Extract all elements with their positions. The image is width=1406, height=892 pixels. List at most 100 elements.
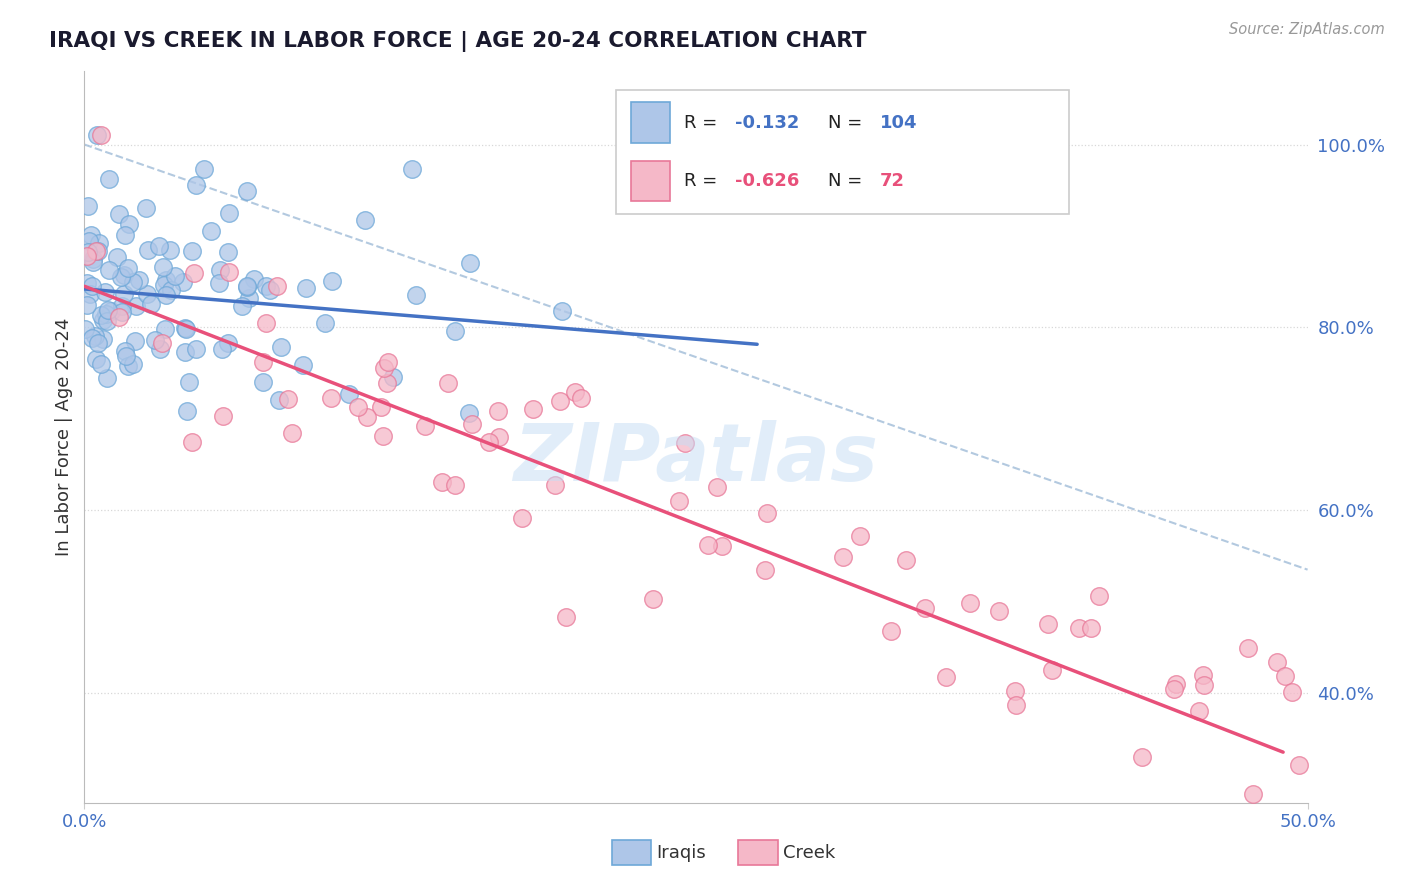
Point xyxy=(1188,704,1211,718)
Point xyxy=(80,228,103,243)
Point xyxy=(259,284,281,298)
Point xyxy=(231,300,253,314)
Text: ZIPatlas: ZIPatlas xyxy=(513,420,879,498)
Point xyxy=(173,321,195,335)
Point xyxy=(180,435,202,450)
Point xyxy=(111,305,134,319)
Point xyxy=(76,249,98,263)
Point xyxy=(208,276,231,290)
Point xyxy=(117,359,139,373)
Point xyxy=(486,404,509,418)
Point xyxy=(87,336,110,351)
Point xyxy=(544,477,567,491)
Point xyxy=(91,313,114,327)
Point xyxy=(1281,685,1303,699)
Point xyxy=(430,475,453,489)
Point xyxy=(112,287,135,301)
Point xyxy=(117,260,139,275)
Point xyxy=(706,480,728,494)
Point xyxy=(270,340,292,354)
Text: N =: N = xyxy=(828,113,868,131)
Point xyxy=(165,269,187,284)
Point xyxy=(115,349,138,363)
Point xyxy=(1265,655,1288,669)
Point xyxy=(935,670,957,684)
Point xyxy=(569,391,592,405)
Point xyxy=(82,252,104,266)
Point xyxy=(83,329,105,343)
Point xyxy=(87,244,110,258)
Point xyxy=(212,409,235,424)
Point xyxy=(710,539,733,553)
Text: N =: N = xyxy=(828,172,868,190)
Point xyxy=(73,322,96,336)
Point xyxy=(880,624,903,638)
Point xyxy=(405,288,427,302)
Point xyxy=(155,273,177,287)
Point xyxy=(122,275,145,289)
Point xyxy=(79,234,101,248)
Point xyxy=(218,206,240,220)
Point xyxy=(382,370,405,384)
Point xyxy=(143,333,166,347)
Point xyxy=(437,376,460,390)
Text: Source: ZipAtlas.com: Source: ZipAtlas.com xyxy=(1229,22,1385,37)
Point xyxy=(267,393,290,408)
Point xyxy=(114,228,136,243)
Point xyxy=(117,217,139,231)
Point xyxy=(124,334,146,348)
Point xyxy=(1088,589,1111,603)
Point xyxy=(673,436,696,450)
Point xyxy=(371,429,394,443)
Point xyxy=(79,286,101,301)
Point xyxy=(252,355,274,369)
Point xyxy=(266,279,288,293)
Text: R =: R = xyxy=(683,172,723,190)
Point xyxy=(959,596,981,610)
Point xyxy=(153,278,176,293)
Point xyxy=(754,563,776,577)
Point xyxy=(193,161,215,176)
Point xyxy=(152,260,174,274)
Point xyxy=(373,360,395,375)
Point xyxy=(114,344,136,359)
Point xyxy=(461,417,484,431)
Point xyxy=(555,610,578,624)
Point xyxy=(914,600,936,615)
Point xyxy=(150,335,173,350)
Point xyxy=(136,243,159,257)
Point xyxy=(80,279,103,293)
Point xyxy=(564,384,586,399)
Text: Creek: Creek xyxy=(783,844,835,862)
Point xyxy=(849,529,872,543)
Point xyxy=(478,434,501,449)
Point xyxy=(277,392,299,406)
Point xyxy=(153,322,176,336)
Point xyxy=(1192,668,1215,682)
Point xyxy=(177,375,200,389)
Point xyxy=(90,357,112,371)
Point xyxy=(76,298,98,312)
Point xyxy=(112,268,135,282)
Point xyxy=(1005,698,1028,712)
Point xyxy=(1163,681,1185,696)
Point xyxy=(84,352,107,367)
Point xyxy=(184,342,207,356)
Point xyxy=(443,478,465,492)
Point xyxy=(90,308,112,322)
Point xyxy=(321,274,343,288)
Point xyxy=(236,280,259,294)
FancyBboxPatch shape xyxy=(631,103,671,143)
Point xyxy=(697,538,720,552)
Point xyxy=(377,355,399,369)
Point xyxy=(135,286,157,301)
Point xyxy=(370,400,392,414)
Point xyxy=(96,307,118,321)
Point xyxy=(488,430,510,444)
Point xyxy=(356,409,378,424)
Point xyxy=(125,299,148,313)
Point xyxy=(148,239,170,253)
FancyBboxPatch shape xyxy=(616,90,1069,214)
Text: -0.626: -0.626 xyxy=(735,172,800,190)
Point xyxy=(160,283,183,297)
